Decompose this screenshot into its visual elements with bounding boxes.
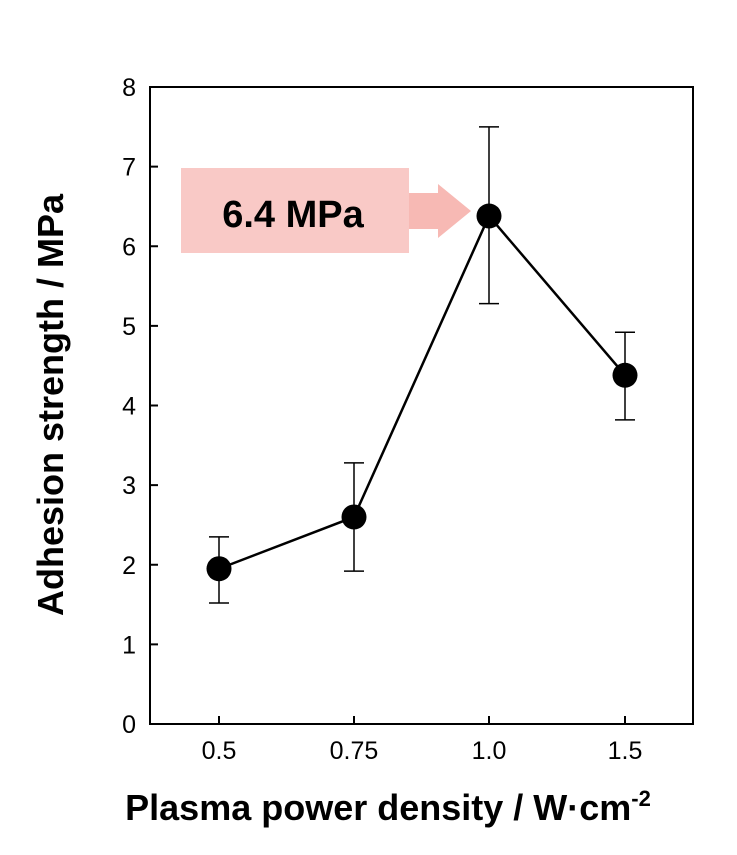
x-axis-title: Plasma power density / W·cm-2 [125, 786, 651, 828]
annotation-arrow-icon [409, 184, 471, 238]
series-layer [206, 126, 638, 604]
annotation-box [181, 168, 409, 253]
x-axis: 0.5 0.75 1.0 1.5 [202, 716, 643, 765]
y-tick-label: 4 [122, 393, 136, 421]
x-axis-title-superscript: -2 [631, 786, 651, 811]
y-axis: 0 1 2 3 4 5 6 7 8 [122, 74, 158, 739]
annotation-label: 6.4 MPa [222, 194, 364, 236]
y-tick-label: 0 [122, 711, 136, 739]
y-tick-label: 6 [122, 233, 136, 261]
x-axis-title-main: Plasma power density / W·cm [125, 787, 631, 828]
y-tick-label: 2 [122, 552, 136, 580]
x-tick-label: 1.0 [472, 737, 507, 765]
data-point [612, 362, 638, 388]
y-tick-label: 1 [122, 631, 136, 659]
data-point [341, 504, 367, 530]
x-tick-label: 0.75 [330, 737, 379, 765]
x-tick-label: 1.5 [608, 737, 643, 765]
y-tick-label: 3 [122, 472, 136, 500]
y-tick-label: 5 [122, 313, 136, 341]
y-axis-title: Adhesion strength / MPa [30, 193, 71, 616]
annotation: 6.4 MPa [181, 168, 471, 253]
series-line [218, 213, 626, 570]
x-tick-label: 0.5 [202, 737, 237, 765]
y-tick-label: 7 [122, 154, 136, 182]
data-point [206, 556, 232, 582]
data-point [476, 203, 502, 229]
y-tick-label: 8 [122, 74, 136, 102]
